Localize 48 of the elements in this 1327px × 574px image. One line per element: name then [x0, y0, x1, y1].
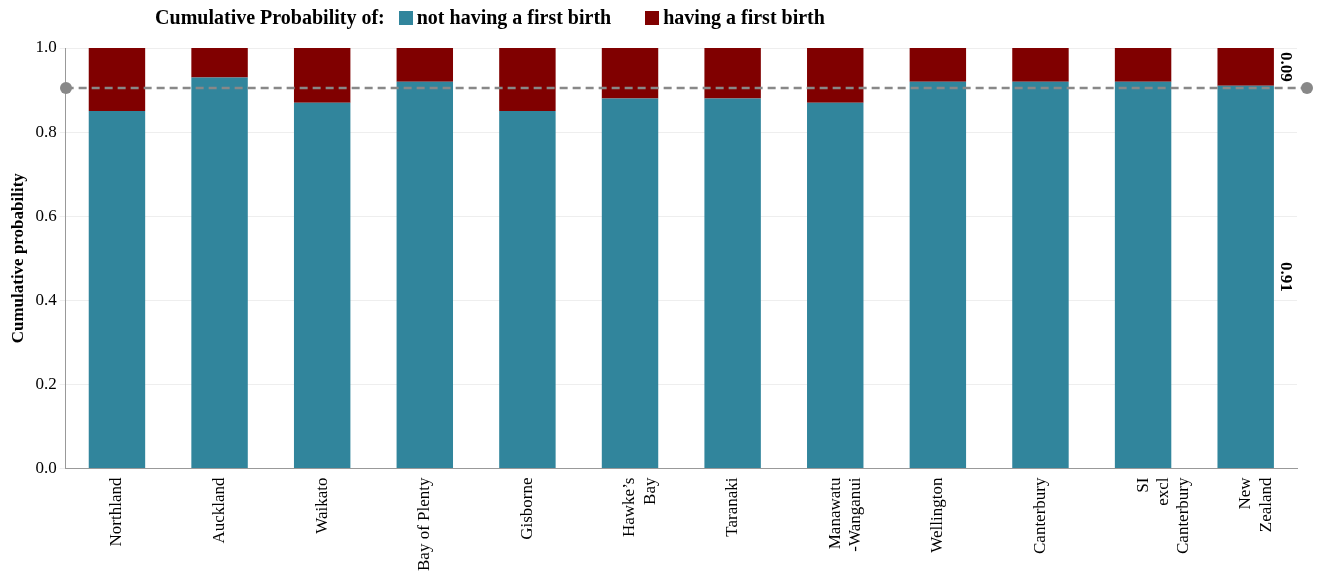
bar [807, 48, 864, 103]
x-tick-label: Gisborne [516, 477, 536, 540]
y-tick-label: 0.4 [35, 289, 58, 309]
bar [499, 111, 556, 469]
data-label: 0.91 [1277, 262, 1297, 292]
bar [601, 48, 659, 99]
data-label: 0.09 [1277, 52, 1297, 82]
y-tick-label: 1.0 [35, 37, 57, 57]
bar [1114, 81, 1172, 469]
bar [807, 102, 864, 469]
bar [1217, 48, 1274, 86]
x-tick-label: Northland [106, 477, 126, 547]
x-tick-label: Bay of Plenty [414, 477, 434, 572]
bar [88, 48, 146, 112]
x-tick-label: Auckland [209, 477, 229, 544]
x-tick-label: SI excl Canterbury [1132, 477, 1193, 554]
y-tick-label: 0.2 [35, 373, 57, 393]
legend-label: not having a first birth [416, 6, 612, 29]
bar [601, 98, 659, 469]
x-tick-label: Hawke’s Bay [619, 477, 659, 537]
bar [1012, 48, 1069, 82]
bar [499, 48, 556, 112]
bar [396, 48, 454, 82]
bar [191, 77, 248, 469]
bar [396, 81, 454, 469]
x-tick-label: Waikato [311, 477, 331, 534]
x-tick-label: Wellington [927, 477, 947, 553]
bar [191, 48, 248, 78]
bar [1012, 81, 1069, 469]
x-tick-label: Taranaki [722, 477, 742, 537]
x-tick-label: Canterbury [1029, 477, 1049, 554]
y-tick-label: 0.8 [35, 121, 57, 141]
legend-title: Cumulative Probability of: [155, 6, 385, 29]
bar [704, 98, 761, 469]
y-tick-label: 0.6 [35, 205, 57, 225]
bar [704, 48, 761, 99]
bar [1217, 85, 1274, 469]
bar [88, 111, 146, 469]
legend-label: having a first birth [663, 6, 825, 29]
bar [1114, 48, 1172, 82]
bar [293, 102, 351, 469]
x-tick-label: Manawatu -Wanganui [824, 477, 865, 552]
bar [909, 48, 967, 82]
bar [909, 81, 967, 469]
y-axis-title: Cumulative probability [7, 172, 27, 344]
y-tick-label: 0.0 [35, 457, 57, 477]
x-tick-label: New Zealand [1235, 476, 1275, 533]
bar [293, 48, 351, 103]
